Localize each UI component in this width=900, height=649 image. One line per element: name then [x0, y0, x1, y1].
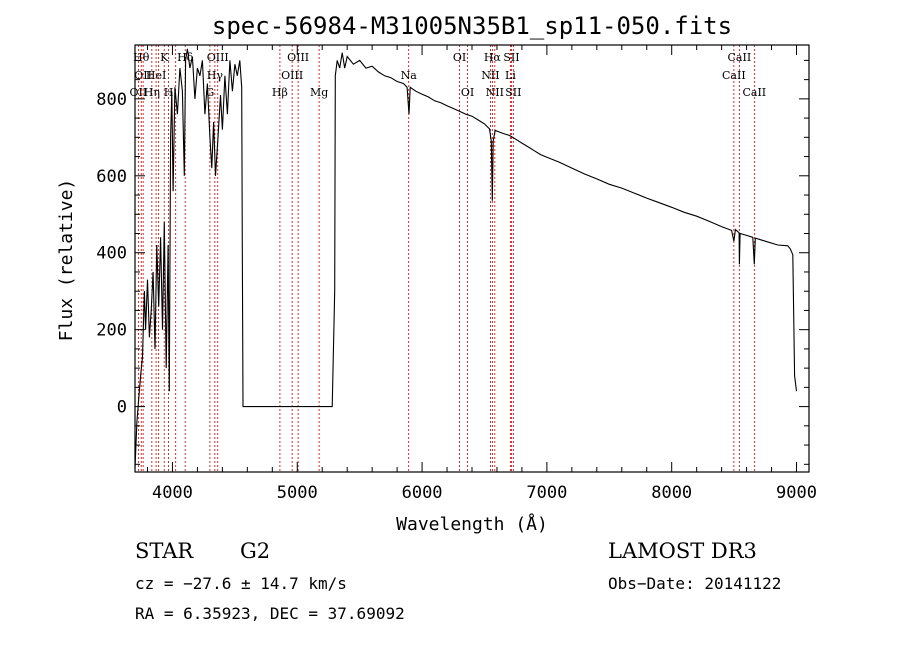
x-tick-label: 9000 [776, 483, 817, 503]
axis-ticks [135, 45, 809, 472]
spectral-line-label: OI [461, 86, 474, 99]
y-tick-label: 200 [96, 321, 127, 341]
spectral-line-markers [137, 45, 755, 472]
coordinates: RA = 6.35923, DEC = 37.69092 [135, 604, 405, 623]
spectral-line-label: OII [134, 69, 152, 82]
spectral-line-label: Hα [484, 51, 502, 64]
y-tick-label: 0 [117, 398, 127, 418]
x-tick-label: 4000 [152, 483, 193, 503]
spectral-line-label: OI [453, 51, 466, 64]
y-tick-label: 400 [96, 244, 127, 264]
spectral-line-label: G [205, 86, 214, 99]
spectral-line-label: Hδ [177, 51, 194, 64]
spectral-line-label: OIII [281, 69, 303, 82]
spectral-line-label: SII [503, 51, 519, 64]
x-tick-label: 7000 [526, 483, 567, 503]
spectral-line-label: OII [130, 86, 148, 99]
survey-name: LAMOST DR3 [608, 539, 757, 563]
x-tick-label: 6000 [402, 483, 443, 503]
spectral-line-label: Hθ [133, 51, 150, 64]
redshift-value: cz = −27.6 ± 14.7 km/s [135, 574, 347, 593]
spectral-line-label: Hγ [207, 69, 224, 82]
object-class: STAR [135, 539, 194, 563]
spectral-line-labels: OIIHθOIIHηHeIKHHδGHγOIIIHβOIIIOIIIMgNaOI… [130, 51, 767, 99]
axis-tick-labels: 4000 5000 6000 7000 8000 9000 0 200 400 600 800 [96, 90, 817, 503]
spectral-line-label: CaII [742, 86, 766, 99]
spectral-line-label: CaII [728, 51, 752, 64]
spectral-line-label: OIII [207, 51, 229, 64]
spectral-line-label: K [160, 51, 169, 64]
spectral-line-label: Li [505, 69, 516, 82]
plot-frame [134, 44, 810, 473]
spectral-line-label: NII [486, 86, 504, 99]
spectral-line-label: Na [401, 69, 418, 82]
spectral-line-label: H [164, 86, 174, 99]
spectral-line-label: Hη [144, 86, 160, 99]
object-subclass: G2 [240, 539, 271, 563]
spectral-line-label: SII [505, 86, 521, 99]
x-axis-label: Wavelength (Å) [396, 513, 548, 535]
spectral-line-label: Mg [310, 86, 328, 99]
spectral-line-label: NII [481, 69, 499, 82]
observation-date: Obs−Date: 20141122 [608, 574, 782, 593]
y-tick-label: 600 [96, 167, 127, 187]
x-tick-label: 8000 [651, 483, 692, 503]
spectral-line-label: CaII [722, 69, 746, 82]
spectral-line-label: OIII [287, 51, 309, 64]
chart-title: spec-56984-M31005N35B1_sp11-050.fits [212, 12, 732, 40]
y-axis-label: Flux (relative) [56, 179, 77, 342]
x-tick-label: 5000 [277, 483, 318, 503]
spectral-line-label: Hβ [272, 86, 288, 99]
spectrum-curve [134, 48, 798, 469]
spectral-line-label: HeI [146, 69, 166, 82]
y-tick-label: 800 [96, 90, 127, 110]
